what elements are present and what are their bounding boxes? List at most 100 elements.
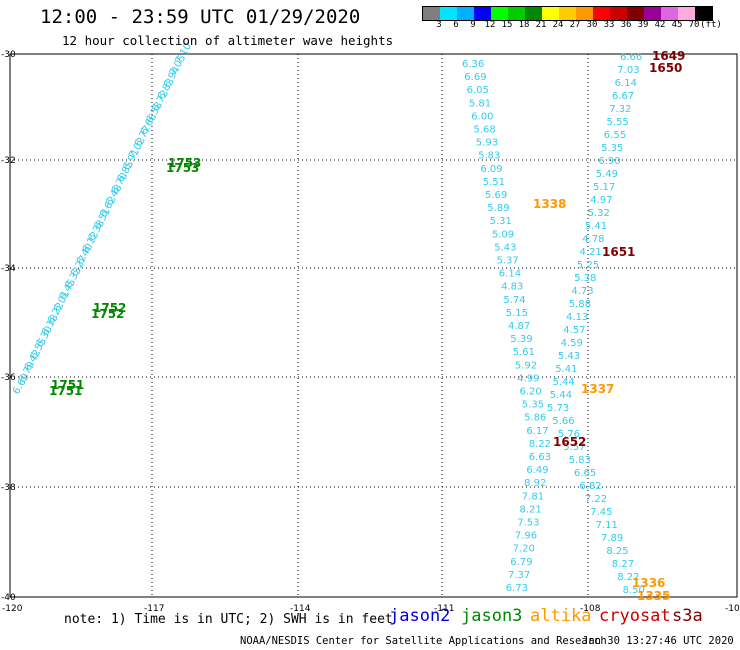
- credit-line: NOAA/NESDIS Center for Satellite Applica…: [240, 635, 607, 647]
- graticule: [10, 54, 737, 597]
- color-scale-label: 3: [436, 20, 442, 30]
- swh-value: 5.88: [569, 299, 591, 310]
- legend-cryosat: cryosat: [599, 606, 671, 626]
- swh-value: 5.35: [601, 143, 623, 154]
- legend-jason2: jason2: [389, 606, 451, 626]
- swh-value: 5.83: [478, 151, 500, 162]
- color-scale-label: 18: [518, 20, 530, 30]
- swh-value: 5.92: [515, 360, 537, 371]
- swh-value: 6.36: [462, 59, 484, 70]
- color-scale-label: 45: [671, 20, 683, 30]
- swh-value: 5.66: [552, 416, 574, 427]
- color-swatch: [610, 7, 627, 20]
- swh-value: 4.78: [582, 234, 604, 245]
- swh-value: 5.38: [574, 273, 596, 284]
- swh-value: 8.22: [617, 572, 639, 583]
- swh-value: 5.49: [596, 169, 618, 180]
- pass-time-jason3: 1753: [166, 161, 199, 175]
- legend-s3a: s3a: [672, 606, 703, 626]
- color-swatch: [644, 7, 661, 20]
- pass-time-altika: 1335: [637, 589, 670, 603]
- swh-value: 6.49: [526, 465, 548, 476]
- swh-value: 8.92: [524, 478, 546, 489]
- pass-time-jason3: 1751: [49, 384, 82, 398]
- longitude-tick-label: -111: [434, 604, 454, 614]
- color-scale-label: 9: [470, 20, 476, 30]
- latitude-tick-label: -38: [1, 483, 16, 493]
- swh-value: 5.43: [558, 351, 580, 362]
- swh-value: 5.17: [593, 182, 615, 193]
- color-swatch: [423, 7, 440, 20]
- color-scale-label: 12: [484, 20, 496, 30]
- pass-time-altika: 1336: [632, 576, 665, 590]
- swh-value: 4.57: [563, 325, 585, 336]
- swh-value: 5.69: [485, 190, 507, 201]
- swh-value: 5.68: [474, 125, 496, 136]
- swh-value: 7.03: [617, 65, 639, 76]
- swh-value: 4.59: [561, 338, 583, 349]
- swh-value: 7.81: [522, 491, 544, 502]
- color-scale-label: 21: [535, 20, 547, 30]
- axis-labels: -120 -117 -114 -111 -108 -10 -30 -32 -34 -36 -38 -4…: [1, 50, 740, 614]
- latitude-tick-label: -36: [1, 373, 16, 383]
- color-scale-label: 6: [453, 20, 459, 30]
- color-scale-labels: 3 6 9 12 15 18 21 24 27 30 33 36 39 42 45 70 (ft): [422, 20, 740, 34]
- swh-value: 7.32: [609, 104, 631, 115]
- swh-value: 5.32: [588, 208, 610, 219]
- swh-value: 8.22: [529, 439, 551, 450]
- pass-time-s3a: 1649: [652, 49, 685, 63]
- pass-time-jason3: 1751: [51, 378, 84, 392]
- color-scale-label: 33: [603, 20, 615, 30]
- swh-value: 6.79: [510, 557, 532, 568]
- swh-value: 6.82: [579, 481, 601, 492]
- swh-value: 5.15: [506, 308, 528, 319]
- pass-time-s3a: 1651: [602, 245, 635, 259]
- pass-time-s3a: 1650: [649, 61, 682, 75]
- swh-value: 7.53: [517, 518, 539, 529]
- swh-value: 6.65: [574, 468, 596, 479]
- latitude-tick-label: -34: [1, 264, 16, 274]
- color-scale-label: 42: [654, 20, 666, 30]
- color-swatch: [661, 7, 678, 20]
- pass-time-jason3: 1753: [168, 156, 201, 170]
- color-swatch: [525, 7, 542, 20]
- swh-value: 6.73: [506, 583, 528, 594]
- legend-jason3: jason3: [461, 606, 523, 626]
- swh-value: 8.50: [623, 585, 645, 596]
- swh-value: 5.44: [553, 377, 575, 388]
- swh-value: 4.13: [566, 312, 588, 323]
- longitude-tick-label: -120: [2, 604, 23, 614]
- swh-value: 6.55: [604, 130, 626, 141]
- latitude-tick-label: -32: [1, 156, 16, 166]
- longitude-tick-label: -117: [144, 604, 164, 614]
- swh-value: 6.69: [464, 72, 486, 83]
- longitude-tick-label: -108: [580, 604, 601, 614]
- latitude-tick-label: -30: [1, 50, 16, 60]
- map-frame: [9, 53, 738, 598]
- swh-value: 6.67: [612, 91, 634, 102]
- swh-value: 7.37: [508, 570, 530, 581]
- units-note: note: 1) Time is in UTC; 2) SWH is in fe…: [64, 612, 393, 627]
- swh-value: 6.63: [529, 452, 551, 463]
- generated-timestamp: Jan 30 13:27:46 UTC 2020: [582, 635, 734, 647]
- swh-value: 5.89: [487, 203, 509, 214]
- swh-value: 6.14: [499, 269, 521, 280]
- swh-value: 5.51: [483, 177, 505, 188]
- swh-value: 4.97: [590, 195, 612, 206]
- swh-value: 5.39: [510, 334, 532, 345]
- swh-value: 5.43: [494, 242, 516, 253]
- color-swatch: [491, 7, 508, 20]
- pass-time-jason3: 1752: [91, 307, 124, 321]
- color-swatch: [440, 7, 457, 20]
- swh-value: 5.73: [547, 403, 569, 414]
- swh-value: 8.27: [612, 559, 634, 570]
- swh-value: 5.83: [569, 455, 591, 466]
- swh-value: 5.41: [555, 364, 577, 375]
- color-swatch: [508, 7, 525, 20]
- swh-value: 7.96: [515, 531, 537, 542]
- swh-value: 6.17: [526, 426, 548, 437]
- swh-value: 5.57: [563, 442, 585, 453]
- color-swatch: [457, 7, 474, 20]
- swh-value: 6.05: [467, 85, 489, 96]
